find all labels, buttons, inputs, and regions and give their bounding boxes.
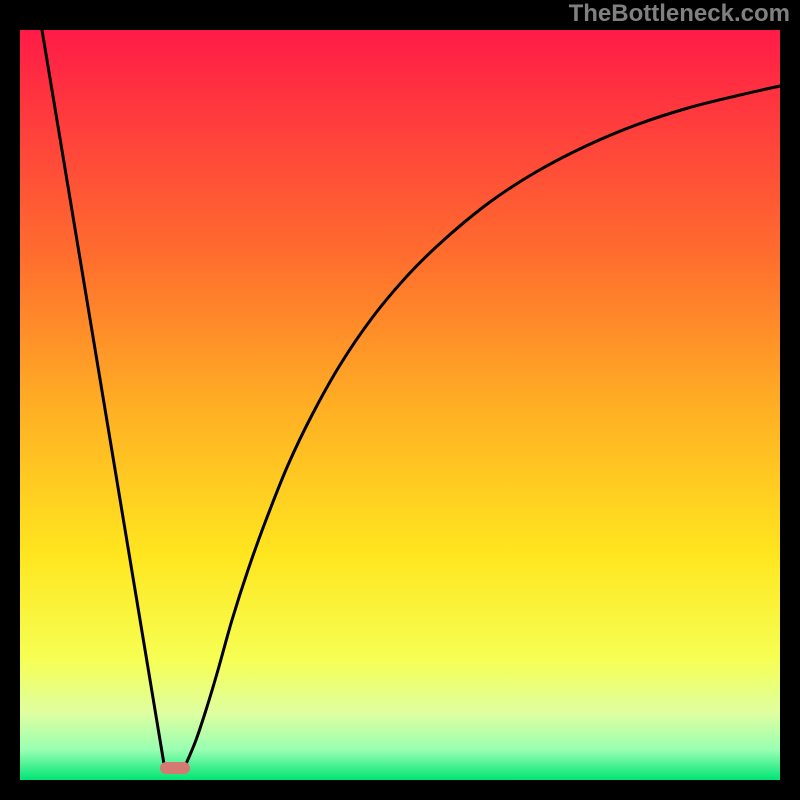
bottleneck-chart [0,0,800,800]
minimum-marker [160,762,190,774]
watermark-text: TheBottleneck.com [569,0,790,28]
chart-container: TheBottleneck.com [0,0,800,800]
plot-background [20,30,780,780]
